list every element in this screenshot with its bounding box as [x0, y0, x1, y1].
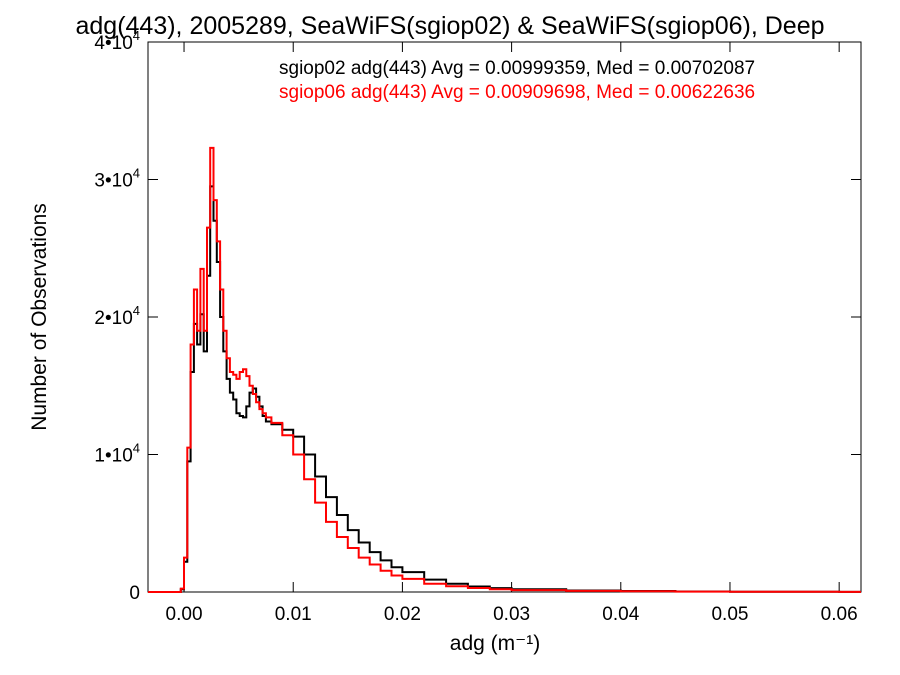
legend-entry: sgiop06 adg(443) Avg = 0.00909698, Med =…	[279, 82, 755, 103]
x-tick-label: 0.01	[275, 604, 312, 625]
x-tick-label: 0.02	[384, 604, 421, 625]
plot-frame	[147, 41, 862, 593]
series-group	[148, 146, 861, 593]
x-tick-label: 0.03	[493, 604, 530, 625]
chart-title: adg(443), 2005289, SeaWiFS(sgiop02) & Se…	[75, 12, 824, 40]
y-tick-label: 1•104	[94, 441, 140, 467]
y-tick-label: 3•104	[94, 166, 140, 192]
y-tick-label: 4•104	[94, 28, 140, 54]
series-line-sgiop06	[148, 146, 861, 593]
y-tick-label: 2•104	[94, 303, 140, 329]
x-tick-label: 0.06	[821, 604, 858, 625]
y-tick-label: 0	[129, 583, 140, 604]
y-axis-ticks: 0 1•104 2•104 3•104 4•104	[94, 28, 861, 604]
x-tick-label: 0.00	[166, 604, 203, 625]
y-axis-label: Number of Observations	[28, 203, 51, 431]
legend: sgiop02 adg(443) Avg = 0.00999359, Med =…	[279, 58, 755, 103]
x-tick-label: 0.04	[602, 604, 639, 625]
legend-entry: sgiop02 adg(443) Avg = 0.00999359, Med =…	[279, 58, 755, 79]
x-axis-ticks: 0.00 0.01 0.02 0.03 0.04 0.05 0.06	[166, 42, 858, 625]
x-axis-label: adg (m⁻¹)	[450, 632, 540, 655]
series-line-sgiop02	[148, 185, 861, 593]
x-tick-label: 0.05	[711, 604, 748, 625]
